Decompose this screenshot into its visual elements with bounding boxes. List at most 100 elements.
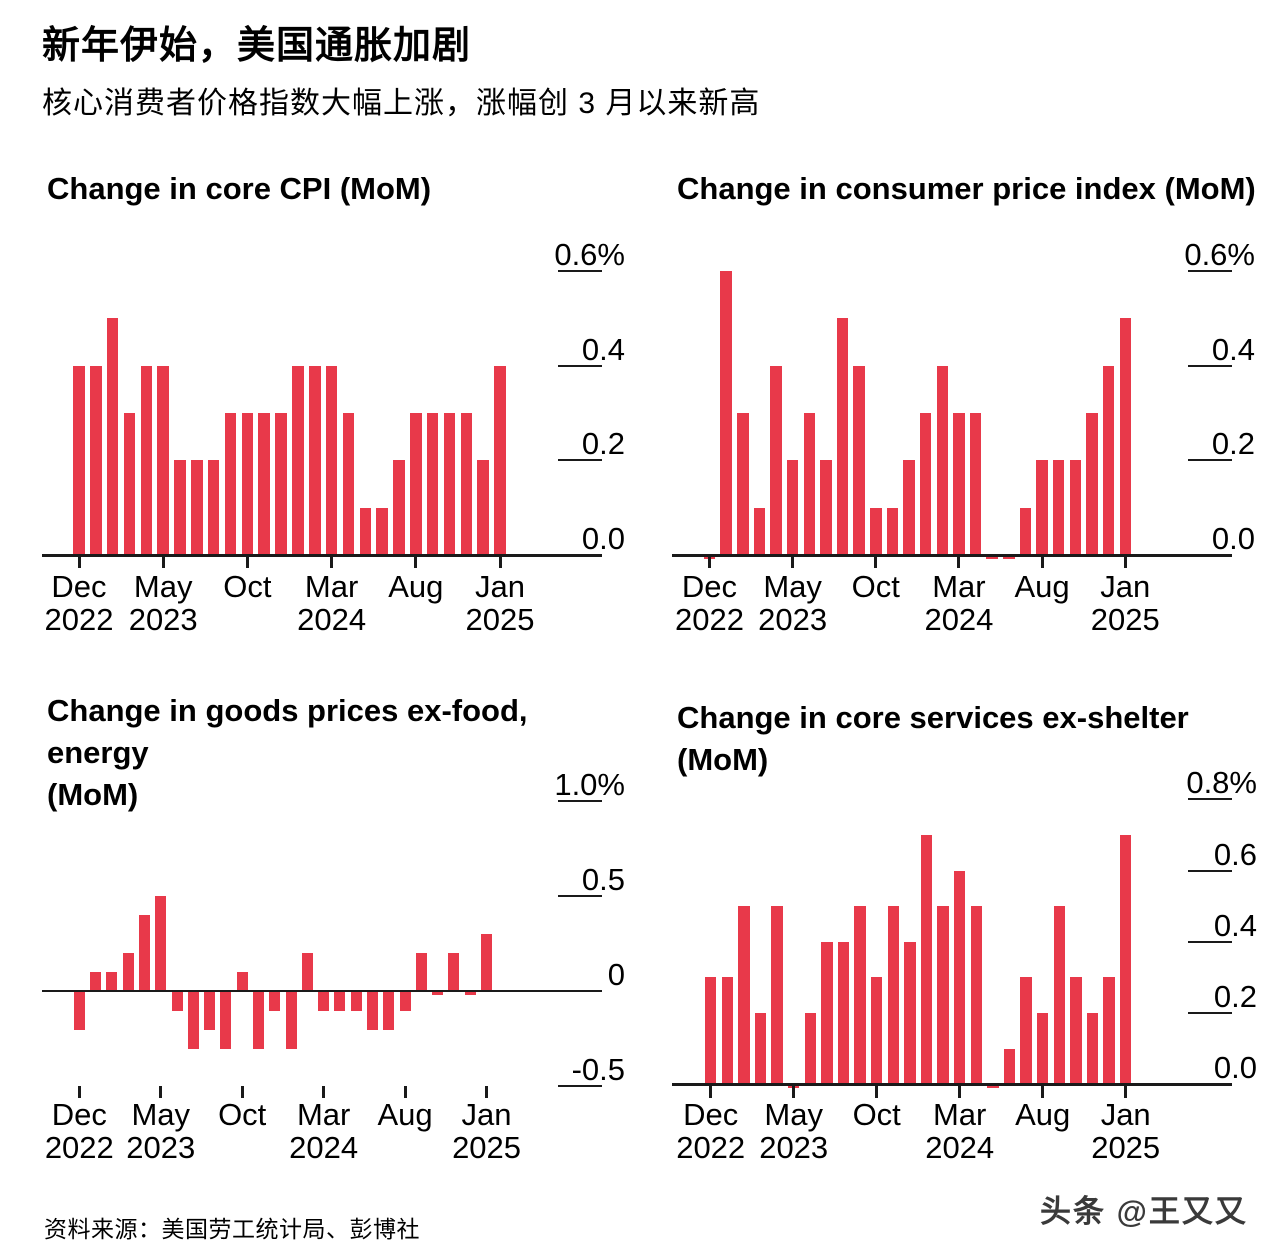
bar-aug-2023 <box>207 460 220 555</box>
x-tick-mark <box>1123 556 1127 568</box>
bar-may-2024 <box>359 507 372 555</box>
x-tick-month: Dec <box>681 569 738 604</box>
x-tick-month: Mar <box>296 1097 351 1132</box>
y-tick-label: 0.8% <box>1186 765 1257 801</box>
bar-jan-2023 <box>721 977 734 1085</box>
bar-aug-2023 <box>204 991 216 1030</box>
x-tick-label: Aug <box>346 570 486 603</box>
bar-feb-2024 <box>309 365 321 555</box>
x-axis-line <box>672 554 1232 557</box>
x-tick-month: Dec <box>51 1097 107 1132</box>
y-tick-label: 0.2 <box>1211 426 1255 462</box>
x-tick-year: 2022 <box>675 602 744 637</box>
x-tick-year: 2022 <box>44 602 114 637</box>
x-tick-month: Aug <box>388 569 444 604</box>
bar-may-2023 <box>155 895 167 991</box>
x-tick-label: Jan 2025 <box>1056 1098 1196 1164</box>
x-tick-year: 2024 <box>297 602 367 637</box>
x-tick-mark <box>1040 556 1044 568</box>
bar-nov-2023 <box>887 906 900 1085</box>
bar-sep-2024 <box>415 952 427 991</box>
x-tick-label: Mar 2024 <box>889 570 1029 636</box>
bar-apr-2023 <box>771 906 783 1085</box>
bar-mar-2024 <box>953 412 965 555</box>
bar-nov-2023 <box>252 991 264 1049</box>
x-tick-label: Jan 2025 <box>430 570 570 636</box>
x-tick-month: Oct <box>218 1097 267 1132</box>
y-tick-label: 0.4 <box>581 331 625 367</box>
x-tick-month: Oct <box>852 1097 901 1132</box>
x-tick-year: 2022 <box>44 1130 114 1165</box>
y-tick-label: 0.4 <box>1213 907 1257 943</box>
y-tick-label: 0.6% <box>554 236 625 272</box>
x-tick-month: Dec <box>51 569 107 604</box>
y-tick-label: 0 <box>607 956 625 992</box>
bar-mar-2023 <box>754 1013 767 1085</box>
chart-title: Change in core CPI (MoM) <box>47 168 627 210</box>
x-tick-mark <box>708 556 711 568</box>
bar-mar-2024 <box>318 991 330 1011</box>
x-tick-label: Dec 2022 <box>640 570 780 636</box>
bar-may-2024 <box>986 556 998 559</box>
x-tick-month: Dec <box>683 1097 739 1132</box>
x-tick-year: 2025 <box>1091 1130 1161 1165</box>
bar-jun-2024 <box>367 991 379 1030</box>
bar-aug-2023 <box>837 941 850 1085</box>
x-tick-mark <box>77 1086 81 1098</box>
x-tick-mark <box>159 1086 163 1098</box>
x-tick-mark <box>240 1086 244 1098</box>
chart-title-line: Change in goods prices ex-food, energy <box>47 693 528 770</box>
bar-mar-2023 <box>123 412 136 555</box>
y-tick-label: 0.2 <box>1213 979 1257 1015</box>
x-tick-year: 2024 <box>925 1130 995 1165</box>
bar-jan-2023 <box>90 365 102 555</box>
x-tick-month: Jan <box>461 1097 512 1132</box>
y-tick-label: 0.0 <box>1211 521 1255 556</box>
bar-dec-2023 <box>269 991 281 1011</box>
x-tick-year: 2023 <box>128 602 198 637</box>
bar-jun-2023 <box>803 412 816 555</box>
bar-may-2024 <box>350 991 362 1011</box>
bar-nov-2024 <box>1086 1013 1099 1085</box>
bar-dec-2024 <box>464 991 476 996</box>
y-tick-line <box>558 269 602 272</box>
x-tick-label: Oct <box>172 1098 312 1131</box>
x-tick-month: Aug <box>377 1097 433 1132</box>
bar-mar-2024 <box>325 365 338 555</box>
y-tick-line <box>558 800 602 803</box>
bar-dec-2023 <box>903 460 915 555</box>
x-tick-label: Dec 2022 <box>641 1098 781 1164</box>
x-tick-label: Jan 2025 <box>417 1098 557 1164</box>
bar-feb-2023 <box>106 971 118 991</box>
x-tick-mark <box>874 556 878 568</box>
y-tick-label: 1.0% <box>554 767 625 803</box>
y-tick-line <box>1188 269 1232 272</box>
chart-title: Change in core services ex-shelter (MoM) <box>677 697 1267 781</box>
bar-jul-2023 <box>187 991 199 1049</box>
bar-oct-2023 <box>241 412 254 555</box>
x-tick-year: 2023 <box>759 1130 829 1165</box>
x-tick-label: Mar 2024 <box>254 1098 394 1164</box>
chart-title: Change in goods prices ex-food, energy (M… <box>47 690 607 816</box>
bar-jul-2023 <box>191 460 203 555</box>
x-tick-mark <box>485 1086 489 1098</box>
x-tick-label: Jan 2025 <box>1055 570 1195 636</box>
y-tick-line <box>1188 869 1232 872</box>
page-subtitle: 核心消费者价格指数大幅上涨，涨幅创 3 月以来新高 <box>42 87 761 120</box>
bar-jul-2024 <box>383 991 395 1030</box>
x-tick-mark <box>791 556 795 568</box>
bar-mar-2023 <box>753 507 766 555</box>
bar-sep-2024 <box>1052 460 1065 555</box>
bar-mar-2024 <box>953 870 966 1085</box>
page-title: 新年伊始，美国通胀加剧 <box>42 25 472 67</box>
x-tick-mark <box>403 1086 407 1098</box>
bar-dec-2023 <box>275 412 287 555</box>
x-tick-mark <box>1041 1086 1045 1098</box>
bar-mar-2023 <box>122 952 134 991</box>
x-tick-label: Mar 2024 <box>262 570 402 636</box>
source-attribution: 资料来源：美国劳工统计局、彭博社 <box>44 1216 420 1242</box>
chart-title-line: Change in core CPI (MoM) <box>47 171 432 206</box>
y-tick-line <box>1188 1012 1232 1015</box>
bar-dec-2022 <box>73 991 85 1030</box>
